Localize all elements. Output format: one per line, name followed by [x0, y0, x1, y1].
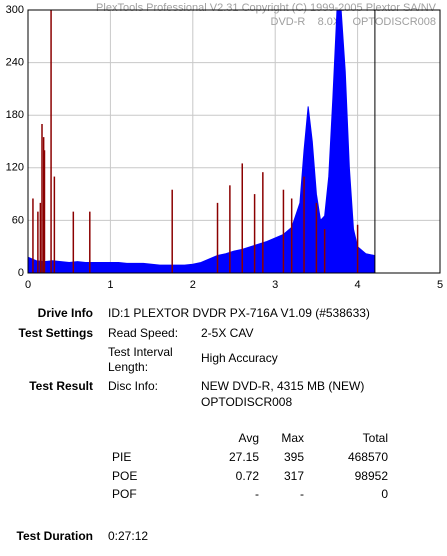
- field-label: Read Speed:: [108, 326, 179, 340]
- cell: 317: [283, 468, 304, 483]
- label: Test Result: [29, 379, 93, 393]
- y-tick-label: 60: [12, 214, 24, 226]
- value: ID:1 PLEXTOR DVDR PX-716A V1.09 (#538633…: [108, 306, 370, 320]
- plot-area: [28, 10, 440, 273]
- field-label: Test Interval Length:: [108, 345, 173, 374]
- label: Test Settings: [18, 326, 93, 340]
- row-label: PIE: [112, 450, 132, 464]
- label: Test Duration: [16, 529, 93, 543]
- cell: -: [300, 487, 304, 501]
- cell: 0: [381, 487, 388, 501]
- column-header: Total: [362, 431, 388, 445]
- chart: 0 60 120 180 240 300 0 1 2 3 4 5 PlexTools Professio…: [6, 2, 443, 291]
- row-label: POF: [112, 487, 137, 501]
- chart-header: PlexTools Professional V2.31 Copyright (…: [96, 2, 437, 14]
- y-tick-label: 300: [6, 4, 24, 16]
- cell: 98952: [354, 468, 388, 483]
- value: NEW DVD-R, 4315 MB (NEW): [201, 379, 365, 393]
- cell: -: [255, 487, 259, 501]
- label: Drive Info: [37, 306, 93, 320]
- x-tick-label: 3: [272, 279, 278, 291]
- y-tick-label: 120: [6, 162, 24, 174]
- value: 2-5X CAV: [201, 326, 254, 340]
- chart-header: DVD-R 8.0X OPTODISCR008: [271, 16, 436, 28]
- field-label: Disc Info:: [108, 379, 159, 393]
- cell: 27.15: [228, 450, 259, 464]
- x-tick-label: 2: [190, 279, 196, 291]
- column-header: Avg: [238, 431, 259, 445]
- cell: 468570: [347, 450, 388, 464]
- x-tick-label: 0: [25, 279, 31, 291]
- x-tick-label: 4: [355, 279, 361, 291]
- y-tick-label: 240: [6, 57, 24, 69]
- row-label: POE: [112, 468, 138, 483]
- value: 0:27:12: [108, 529, 149, 543]
- x-tick-label: 1: [107, 279, 113, 291]
- x-tick-label: 5: [437, 279, 443, 291]
- y-tick-label: 180: [6, 109, 24, 121]
- value: High Accuracy: [201, 351, 278, 365]
- column-header: Max: [281, 431, 304, 445]
- value: OPTODISCR008: [201, 395, 293, 409]
- cell: 0.72: [235, 468, 259, 483]
- y-tick-label: 0: [18, 267, 24, 279]
- cell: 395: [283, 450, 304, 464]
- plot-border: [27, 9, 441, 274]
